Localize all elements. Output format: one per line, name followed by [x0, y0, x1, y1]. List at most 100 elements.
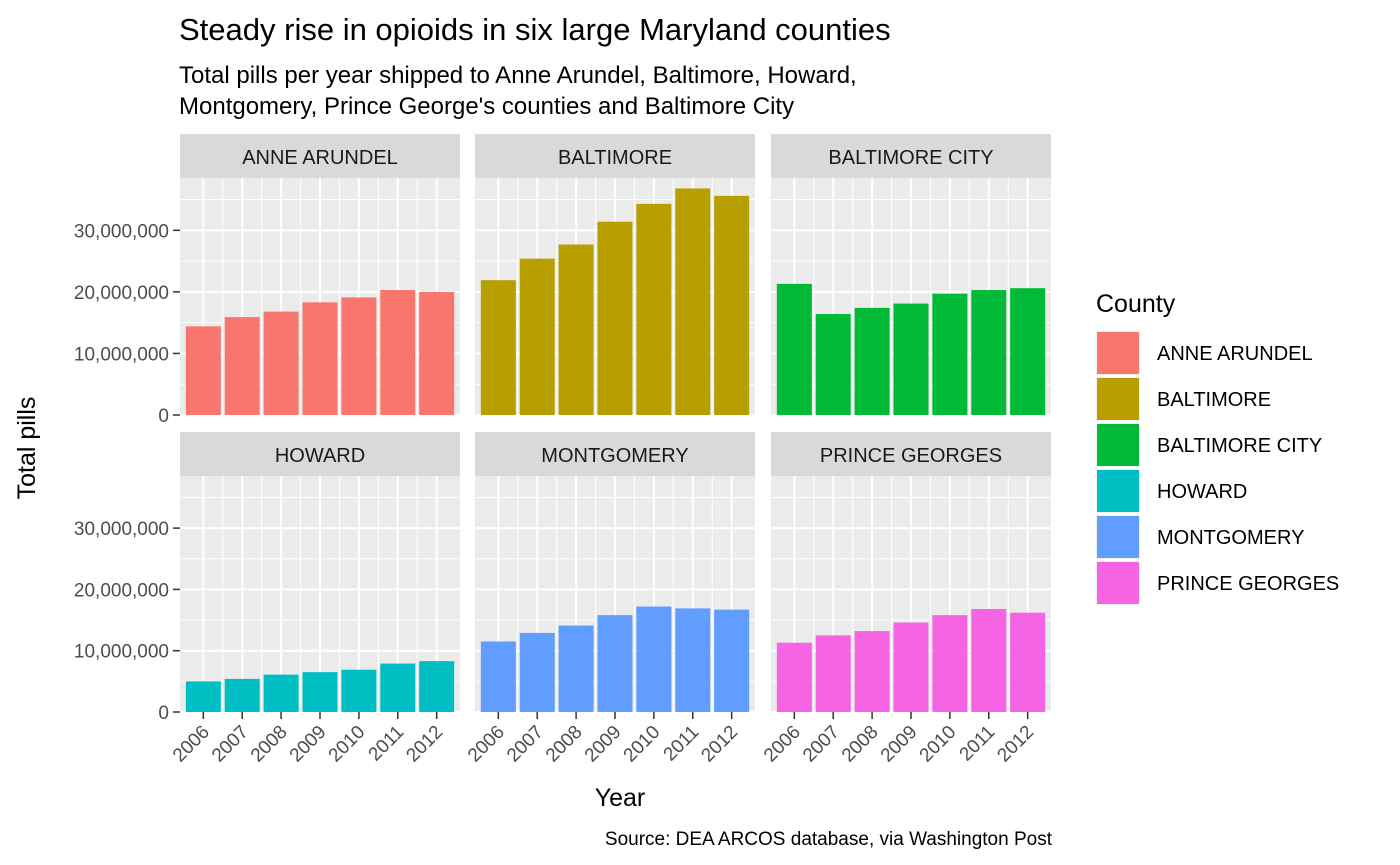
x-tick-label: 2007 [208, 722, 253, 767]
facet-strip-label-baltimore: BALTIMORE [558, 147, 672, 169]
legend-key-baltimore [1097, 378, 1139, 420]
bar-prince-georges-2012 [1010, 612, 1046, 712]
x-tick-label: 2009 [286, 722, 331, 767]
bar-prince-georges-2006 [776, 642, 812, 712]
bar-howard-2011 [380, 663, 416, 712]
bar-howard-2008 [263, 674, 299, 712]
facet-strip-label-howard: HOWARD [275, 445, 365, 467]
bar-baltimore-city-2009 [893, 303, 929, 415]
x-tick-label: 2008 [542, 722, 587, 767]
bar-baltimore-city-2007 [815, 314, 851, 415]
facet-anne-arundel: ANNE ARUNDEL 0 10,000,000 20,000,000 30,000,… [74, 134, 460, 427]
bar-baltimore-2012 [714, 195, 750, 415]
x-tick-label: 2008 [247, 722, 292, 767]
x-tick-label: 2009 [877, 722, 922, 767]
legend-label-baltimore-city: BALTIMORE CITY [1157, 435, 1322, 457]
legend-label-montgomery: MONTGOMERY [1157, 527, 1304, 549]
facet-strip-label-prince-georges: PRINCE GEORGES [820, 445, 1002, 467]
facet-baltimore-city: BALTIMORE CITY [771, 134, 1051, 416]
bar-montgomery-2007 [519, 632, 555, 712]
bar-anne-arundel-2006 [185, 326, 221, 415]
bar-baltimore-2011 [675, 188, 711, 415]
bar-montgomery-2011 [675, 608, 711, 712]
bar-anne-arundel-2009 [302, 302, 338, 415]
bar-anne-arundel-2010 [341, 297, 377, 415]
legend-label-prince-georges: PRINCE GEORGES [1157, 573, 1339, 595]
bar-howard-2012 [419, 661, 455, 712]
y-tick-label: 10,000,000 [74, 642, 169, 663]
legend-key-montgomery [1097, 516, 1139, 558]
bar-montgomery-2012 [714, 609, 750, 712]
bar-baltimore-city-2006 [776, 283, 812, 415]
facet-baltimore: BALTIMORE [475, 134, 755, 416]
facet-strip-baltimore [475, 134, 755, 178]
bar-prince-georges-2010 [932, 615, 968, 712]
legend-key-howard [1097, 470, 1139, 512]
bar-montgomery-2008 [558, 625, 594, 712]
bar-montgomery-2009 [597, 615, 633, 712]
x-tick-label: 2010 [916, 722, 961, 767]
legend-label-baltimore: BALTIMORE [1157, 389, 1271, 411]
bar-howard-2009 [302, 672, 338, 712]
facet-panels: ANNE ARUNDEL 0 10,000,000 20,000,000 30,000,… [74, 134, 1051, 766]
legend-label-howard: HOWARD [1157, 481, 1247, 503]
bar-montgomery-2010 [636, 606, 672, 712]
x-tick-label: 2010 [325, 722, 370, 767]
bar-baltimore-2010 [636, 203, 672, 415]
x-tick-label: 2007 [503, 722, 548, 767]
x-tick-label: 2011 [956, 722, 1000, 766]
x-tick-label: 2012 [402, 722, 447, 767]
y-tick-label: 30,000,000 [74, 519, 169, 540]
facet-prince-georges: PRINCE GEORGES 20062007200820092010201120… [760, 432, 1051, 766]
legend-title: County [1096, 290, 1176, 318]
facet-strip-anne-arundel [180, 134, 460, 178]
chart-title: Steady rise in opioids in six large Mary… [179, 12, 891, 47]
bar-prince-georges-2011 [971, 609, 1007, 712]
bar-anne-arundel-2007 [224, 317, 260, 415]
bar-montgomery-2006 [480, 641, 516, 712]
legend-key-prince-georges [1097, 562, 1139, 604]
chart-caption: Source: DEA ARCOS database, via Washingt… [605, 829, 1053, 850]
y-tick-label: 0 [158, 406, 169, 427]
bar-baltimore-city-2011 [971, 290, 1007, 415]
bar-prince-georges-2007 [815, 635, 851, 712]
bar-baltimore-city-2012 [1010, 288, 1046, 415]
x-tick-label: 2007 [799, 722, 844, 767]
legend: ANNE ARUNDEL BALTIMORE BALTIMORE CITY HOWAR… [1096, 331, 1339, 605]
x-axis-title: Year [595, 784, 646, 812]
bar-prince-georges-2008 [854, 631, 890, 712]
y-tick-label: 10,000,000 [74, 344, 169, 365]
legend-key-anne-arundel [1097, 332, 1139, 374]
x-tick-label: 2006 [464, 722, 509, 767]
x-tick-label: 2006 [760, 722, 805, 767]
y-tick-label: 30,000,000 [74, 221, 169, 242]
bar-baltimore-2006 [480, 280, 516, 415]
y-tick-label: 20,000,000 [74, 283, 169, 304]
legend-key-baltimore-city [1097, 424, 1139, 466]
facet-strip-prince-georges [771, 432, 1051, 476]
x-tick-label: 2011 [365, 722, 409, 766]
bar-anne-arundel-2012 [419, 291, 455, 415]
x-tick-label: 2012 [697, 722, 742, 767]
bar-baltimore-2008 [558, 244, 594, 415]
facet-howard: HOWARD 0 10,000,000 20,000,000 30,000,000 200… [74, 432, 460, 766]
bar-anne-arundel-2011 [380, 290, 416, 415]
facet-strip-baltimore-city [771, 134, 1051, 178]
facet-strip-label-baltimore-city: BALTIMORE CITY [828, 147, 993, 169]
facet-strip-label-anne-arundel: ANNE ARUNDEL [242, 147, 398, 169]
y-tick-label: 20,000,000 [74, 580, 169, 601]
facet-strip-howard [180, 432, 460, 476]
bar-baltimore-city-2010 [932, 293, 968, 415]
bar-howard-2010 [341, 669, 377, 712]
x-tick-label: 2011 [660, 722, 704, 766]
y-tick-label: 0 [158, 703, 169, 724]
bar-howard-2007 [224, 678, 260, 712]
chart-subtitle-line-2: Montgomery, Prince George's counties and… [179, 93, 794, 120]
bar-baltimore-2009 [597, 221, 633, 415]
x-tick-label: 2009 [581, 722, 626, 767]
bar-baltimore-2007 [519, 258, 555, 415]
bar-prince-georges-2009 [893, 622, 929, 712]
x-tick-label: 2008 [838, 722, 883, 767]
